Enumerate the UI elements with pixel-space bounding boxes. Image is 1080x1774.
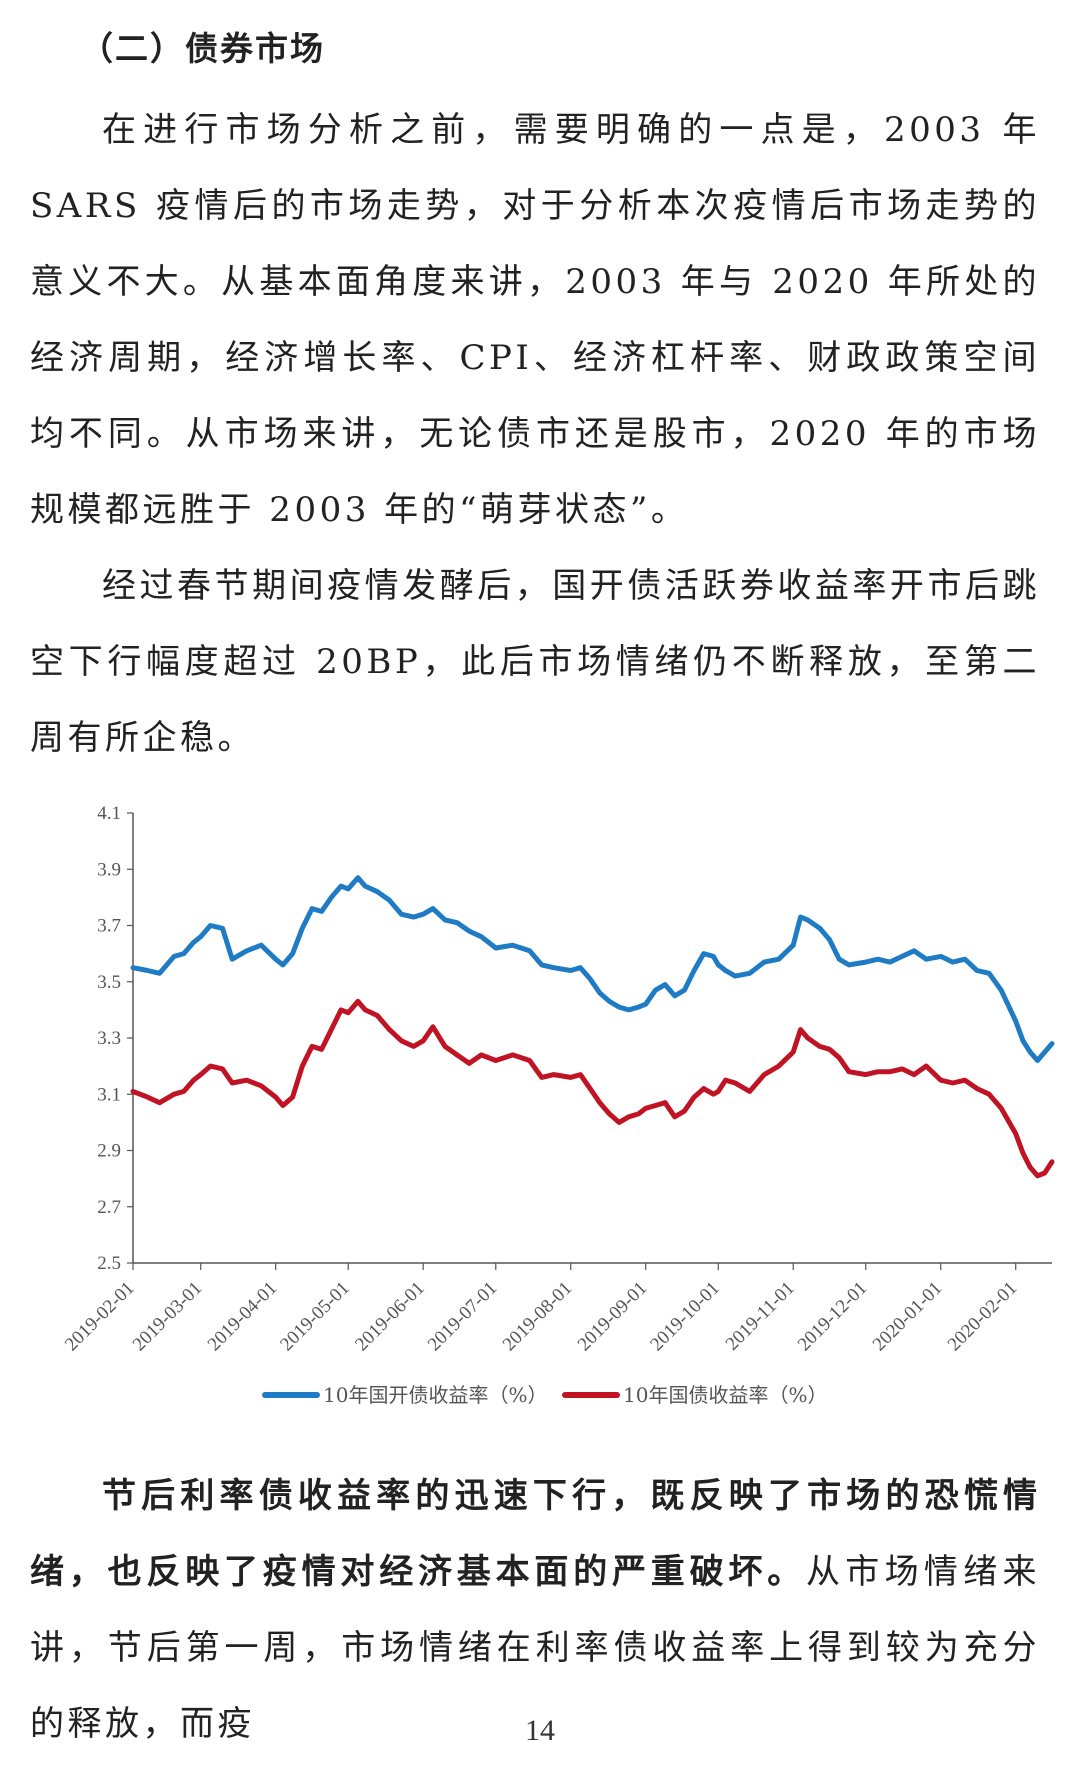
section-heading: （二）债券市场: [80, 29, 325, 68]
x-tick-label: 2020-01-01: [869, 1278, 947, 1356]
x-tick-label: 2019-02-01: [61, 1278, 139, 1356]
x-tick-label: 2019-03-01: [129, 1278, 207, 1356]
x-tick-label: 2019-06-01: [351, 1278, 429, 1356]
paragraph-3-normal: 从市场情绪来讲，节后第一周，市场情绪在利率债收益率上得到较为充分的释放，而疫: [30, 1552, 1040, 1744]
x-tick-label: 2019-12-01: [794, 1278, 872, 1356]
paragraph-1: 在进行市场分析之前，需要明确的一点是，2003 年 SARS 疫情后的市场走势，…: [30, 110, 1040, 530]
y-tick-label: 3.9: [97, 859, 121, 880]
y-tick-label: 4.1: [97, 803, 121, 824]
x-tick-label: 2019-04-01: [204, 1278, 282, 1356]
series-line-0: [130, 875, 1055, 1063]
x-tick-label: 2019-10-01: [646, 1278, 724, 1356]
chart-axes: 2.52.72.93.13.33.53.73.94.12019-02-01201…: [61, 803, 1052, 1355]
y-tick-label: 2.5: [97, 1253, 121, 1274]
x-tick-label: 2019-08-01: [499, 1278, 577, 1356]
x-tick-label: 2019-07-01: [424, 1278, 502, 1356]
page-number: 14: [525, 1714, 555, 1747]
x-tick-label: 2019-11-01: [722, 1278, 799, 1355]
y-tick-label: 3.1: [97, 1084, 121, 1105]
chart-legend: 10年国开债收益率（%） 10年国债收益率（%）: [262, 1383, 827, 1407]
paragraph-3: 节后利率债收益率的迅速下行，既反映了市场的恐慌情绪，也反映了疫情对经济基本面的严…: [30, 1458, 1040, 1762]
y-tick-label: 3.7: [97, 916, 121, 937]
x-tick-label: 2019-05-01: [276, 1278, 354, 1356]
legend-label-1: 10年国债收益率（%）: [623, 1383, 827, 1407]
legend-label-0: 10年国开债收益率（%）: [323, 1383, 547, 1407]
paragraph-2: 经过春节期间疫情发酵后，国开债活跃券收益率开市后跳空下行幅度超过 20BP，此后…: [30, 566, 1040, 758]
x-tick-label: 2020-02-01: [944, 1278, 1022, 1356]
y-tick-label: 3.3: [97, 1028, 121, 1049]
series-line-1: [130, 998, 1055, 1179]
y-tick-label: 2.7: [97, 1197, 121, 1218]
chart-lines: [130, 875, 1055, 1179]
yield-chart: 2.52.72.93.13.33.53.73.94.12019-02-01201…: [61, 803, 1055, 1407]
paragraph-3-bold: 节后利率债收益率的迅速下行，既反映了市场的恐慌情绪，也反映了疫情对经济基本面的严…: [30, 1476, 1040, 1592]
y-tick-label: 3.5: [97, 972, 121, 993]
y-tick-label: 2.9: [97, 1141, 121, 1162]
x-tick-label: 2019-09-01: [574, 1278, 652, 1356]
